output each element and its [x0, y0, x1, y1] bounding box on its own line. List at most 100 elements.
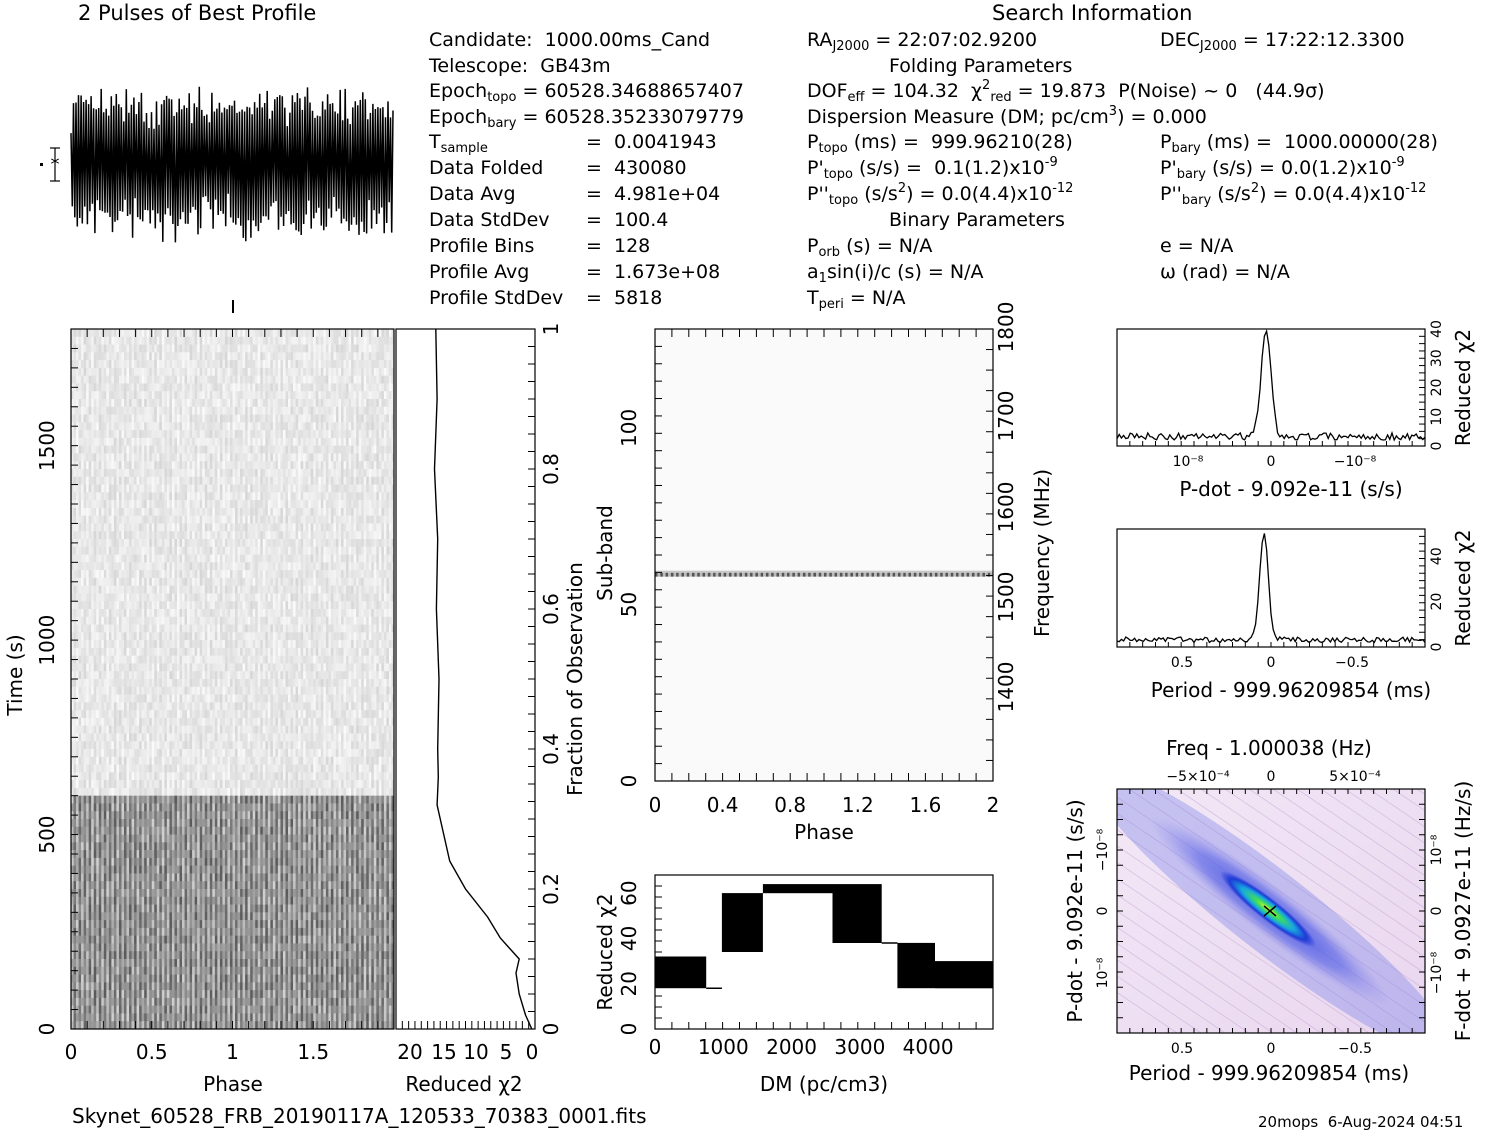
heat-cell — [154, 531, 158, 540]
heat-cell — [146, 445, 150, 454]
heat-cell — [295, 391, 299, 400]
heat-cell — [371, 476, 375, 485]
heat-cell — [242, 523, 246, 532]
heat-cell — [388, 593, 392, 602]
heat-cell — [333, 375, 337, 384]
heat-cell — [386, 546, 390, 555]
heat-cell — [101, 492, 105, 501]
heat-cell — [242, 344, 246, 353]
heat-cell — [141, 383, 145, 392]
heat-cell — [318, 336, 322, 345]
heat-cell — [98, 577, 102, 586]
heat-cell — [202, 570, 206, 579]
heat-cell — [270, 554, 274, 563]
heat-cell — [121, 430, 125, 439]
heat-cell — [151, 453, 155, 462]
heat-cell — [103, 414, 107, 423]
heat-cell — [310, 336, 314, 345]
heat-cell — [318, 375, 322, 384]
heat-cell — [151, 469, 155, 478]
heat-cell — [260, 609, 264, 618]
heat-cell — [282, 461, 286, 470]
heat-cell — [176, 593, 180, 602]
heat-cell — [217, 336, 221, 345]
heat-cell — [159, 453, 163, 462]
heat-cell — [348, 546, 352, 555]
heat-cell — [267, 445, 271, 454]
heat-cell — [338, 352, 342, 361]
heat-cell — [285, 414, 289, 423]
heat-cell — [113, 523, 117, 532]
heat-cell — [252, 601, 256, 610]
heat-cell — [192, 391, 195, 400]
heat-cell — [101, 546, 105, 555]
heat-cell — [166, 570, 170, 579]
heat-cell — [141, 601, 145, 610]
heat-cell — [171, 414, 175, 423]
heat-cell — [108, 414, 112, 423]
heat-cell — [202, 539, 206, 548]
heat-cell — [139, 375, 142, 384]
heat-cell — [378, 352, 382, 361]
heat-cell — [73, 430, 77, 439]
heat-cell — [116, 585, 120, 594]
heat-cell — [166, 593, 170, 602]
heat-cell — [96, 546, 100, 555]
heat-cell — [86, 601, 89, 610]
heat-cell — [300, 437, 304, 446]
heat-cell — [303, 375, 306, 384]
heat-cell — [341, 546, 344, 555]
heat-cell — [267, 539, 271, 548]
heat-cell — [308, 445, 312, 454]
heat-cell — [330, 616, 334, 625]
heat-cell — [330, 593, 334, 602]
heat-cell — [136, 562, 140, 571]
heat-cell — [161, 391, 165, 400]
heat-cell — [78, 344, 82, 353]
heat-cell — [255, 585, 259, 594]
heat-cell — [76, 329, 79, 338]
heat-cell — [318, 453, 322, 462]
heat-cell — [295, 399, 299, 408]
heat-cell — [116, 609, 120, 618]
heat-cell — [371, 507, 375, 516]
heat-cell — [386, 469, 390, 478]
heat-cell — [237, 500, 241, 509]
heat-cell — [262, 601, 266, 610]
heat-cell — [280, 492, 284, 501]
heat-cell — [91, 469, 95, 478]
heat-cell — [351, 383, 354, 392]
heat-cell — [262, 461, 266, 470]
heat-cell — [315, 391, 319, 400]
heat-cell — [275, 570, 279, 579]
heat-cell — [189, 336, 193, 345]
heat-cell — [192, 492, 195, 501]
heat-cell — [376, 336, 380, 345]
heat-cell — [388, 515, 392, 524]
heat-cell — [86, 570, 89, 579]
heat-cell — [176, 507, 180, 516]
heat-cell — [101, 609, 105, 618]
heat-cell — [194, 546, 198, 555]
heat-cell — [333, 453, 337, 462]
heat-cell — [353, 609, 357, 618]
heat-cell — [78, 391, 82, 400]
heat-cell — [136, 515, 140, 524]
heat-cell — [237, 624, 241, 633]
heat-cell — [328, 570, 332, 579]
heat-cell — [383, 469, 387, 478]
heat-cell — [176, 484, 180, 493]
heat-cell — [164, 399, 168, 408]
heat-cell — [204, 453, 208, 462]
heat-cell — [368, 593, 372, 602]
heat-cell — [351, 539, 354, 548]
heat-cell — [98, 406, 102, 415]
heat-cell — [182, 539, 185, 548]
heat-cell — [204, 554, 208, 563]
heat-cell — [341, 570, 344, 579]
heat-cell — [315, 500, 319, 509]
heat-cell — [338, 601, 342, 610]
heat-cell — [250, 375, 253, 384]
heat-cell — [139, 539, 142, 548]
heat-cell — [257, 414, 261, 423]
